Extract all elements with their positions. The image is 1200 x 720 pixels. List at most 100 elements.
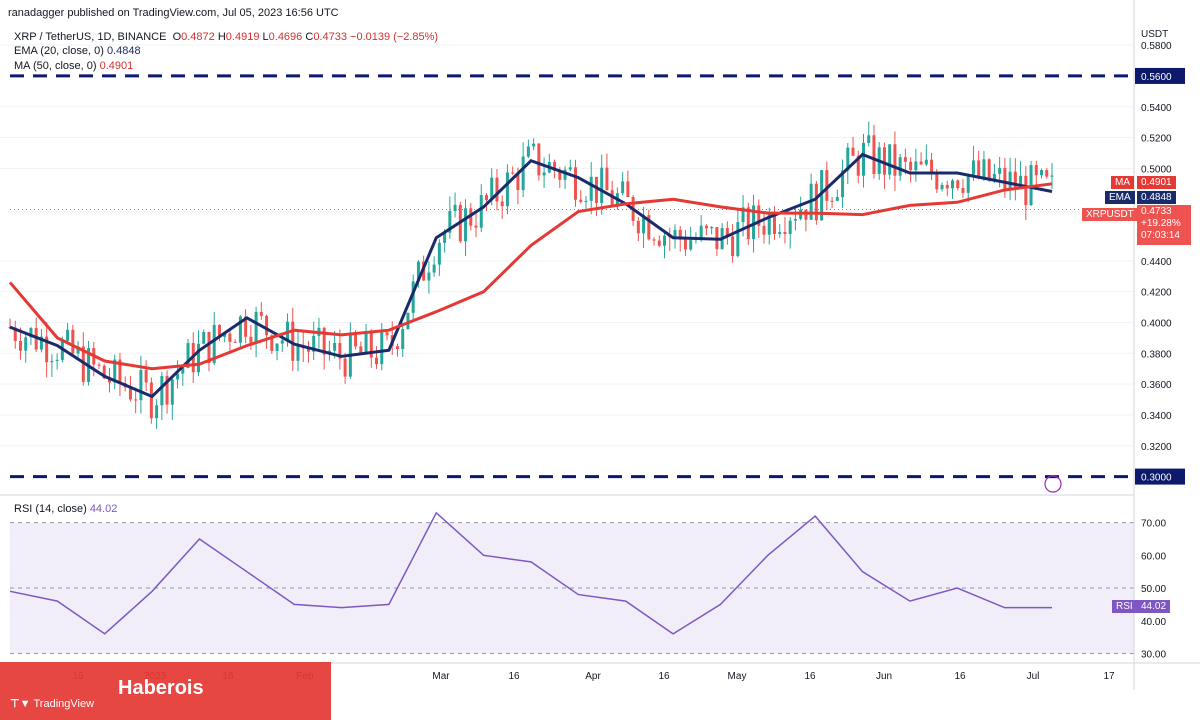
rsi-tick-label: 50.00 xyxy=(1141,584,1166,595)
candle-body xyxy=(1008,171,1012,190)
tradingview-logo[interactable]: ⊤▼ TradingView xyxy=(10,698,95,710)
candle-body xyxy=(867,135,871,143)
price-tick-label: 0.3800 xyxy=(1141,349,1172,360)
time-tick-label: 16 xyxy=(804,671,816,682)
candle-body xyxy=(296,345,300,361)
ema-legend[interactable]: EMA (20, close, 0) 0.4848 xyxy=(14,45,141,57)
candle-body xyxy=(861,142,865,176)
candle-body xyxy=(223,333,227,337)
candle-body xyxy=(228,333,232,342)
rsi-pane xyxy=(9,511,1134,654)
candle-body xyxy=(24,337,28,351)
candle-body xyxy=(375,357,379,365)
candle-body xyxy=(579,199,583,202)
candle-body xyxy=(542,172,546,176)
price-tick-label: 0.4200 xyxy=(1141,288,1172,299)
candle-body xyxy=(746,207,750,240)
ma-legend[interactable]: MA (50, close, 0) 0.4901 xyxy=(14,60,134,72)
candle-body xyxy=(752,205,756,240)
candle-body xyxy=(600,167,604,204)
candle-body xyxy=(113,359,117,383)
candle-body xyxy=(914,161,918,171)
candle-body xyxy=(479,195,483,228)
candle-body xyxy=(982,159,986,178)
candle-body xyxy=(364,331,368,353)
price-tick-label: 0.3400 xyxy=(1141,411,1172,422)
candle-body xyxy=(584,200,588,202)
candle-body xyxy=(804,209,808,220)
candle-body xyxy=(186,343,190,368)
candle-body xyxy=(882,147,886,175)
watermark-text: Haberois xyxy=(118,677,204,699)
candle-body xyxy=(265,315,269,336)
candle-body xyxy=(149,382,153,419)
candle-body xyxy=(453,204,457,212)
candle-body xyxy=(626,181,630,197)
candle-body xyxy=(553,161,557,171)
candle-body xyxy=(872,135,876,174)
candle-body xyxy=(97,364,101,366)
candle-body xyxy=(956,180,960,189)
candle-body xyxy=(55,359,59,362)
candle-body xyxy=(783,231,787,234)
candle-body xyxy=(144,370,148,383)
price-tick-label: 0.5000 xyxy=(1141,164,1172,175)
candle-body xyxy=(495,177,499,202)
price-tick-label: 0.5400 xyxy=(1141,103,1172,114)
candle-body xyxy=(841,170,845,198)
candle-body xyxy=(500,201,504,207)
candle-body xyxy=(689,240,693,250)
rsi-legend[interactable]: RSI (14, close) 44.02 xyxy=(14,503,118,515)
level-tag xyxy=(1135,67,1185,84)
flash-icon xyxy=(1044,475,1062,493)
candle-body xyxy=(683,239,687,250)
time-tick-label: 16 xyxy=(508,671,520,682)
ema-legend-value: 0.4848 xyxy=(106,45,141,57)
candle-body xyxy=(395,346,399,350)
time-tick-label: Mar xyxy=(432,671,450,682)
candle-body xyxy=(961,188,965,193)
time-tick-label: 17 xyxy=(1103,671,1115,682)
candle-body xyxy=(767,212,771,235)
candle-body xyxy=(788,220,792,234)
candle-body xyxy=(851,147,855,156)
candle-body xyxy=(992,173,996,181)
candle-body xyxy=(814,183,818,221)
time-tick-label: Apr xyxy=(585,671,601,682)
candle-body xyxy=(165,375,169,405)
candle-body xyxy=(202,332,206,344)
candle-body xyxy=(909,161,913,171)
candle-body xyxy=(176,373,180,380)
candle-body xyxy=(312,335,316,352)
rsi-axis-name: RSI xyxy=(1112,600,1137,613)
currency-label: USDT xyxy=(1141,29,1169,40)
tv-logo-icon: ⊤▼ xyxy=(10,698,31,710)
time-tick-label: 16 xyxy=(658,671,670,682)
candle-body xyxy=(244,316,248,337)
candle-body xyxy=(657,240,661,246)
candle-body xyxy=(207,332,211,364)
candle-body xyxy=(521,156,525,191)
low-value: 0.4696 xyxy=(268,31,303,43)
candle-body xyxy=(217,324,221,337)
candle-body xyxy=(526,146,530,157)
candle-body xyxy=(731,236,735,257)
time-tick-label: May xyxy=(728,671,747,682)
candle-body xyxy=(710,227,714,229)
candle-body xyxy=(998,167,1002,174)
candle-body xyxy=(652,239,656,241)
candle-body xyxy=(484,195,488,201)
candle-body xyxy=(699,225,703,239)
candle-body xyxy=(971,160,975,175)
candle-body xyxy=(76,346,80,354)
candle-body xyxy=(589,176,593,201)
symbol-title[interactable]: XRP / TetherUS, 1D, BINANCE xyxy=(14,31,167,43)
ma-line xyxy=(8,182,1053,371)
axes: 0.5800 0.5400 0.5200 0.5000 0.4400 0.4200 0.40… xyxy=(0,0,1200,690)
candle-body xyxy=(233,341,237,343)
candle-body xyxy=(537,143,541,176)
candle-body xyxy=(134,399,138,401)
candle-body xyxy=(1034,165,1038,176)
rsi-axis-value: 44.02 xyxy=(1137,600,1171,613)
candle-body xyxy=(338,343,342,359)
